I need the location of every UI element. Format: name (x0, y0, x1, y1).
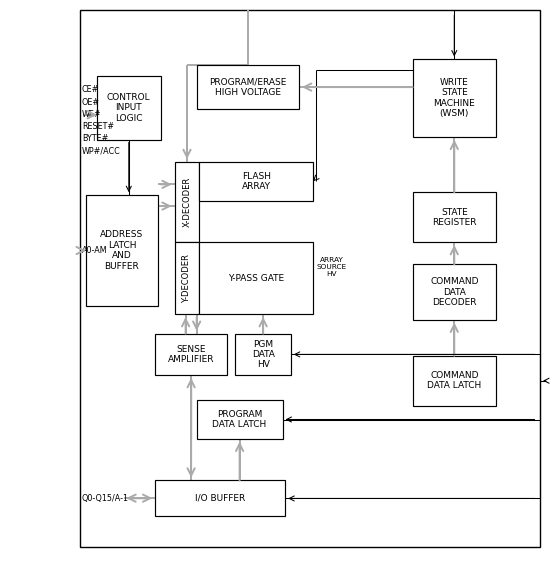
Bar (175, 162, 199, 242)
Text: PGM
DATA
HV: PGM DATA HV (252, 339, 275, 369)
Bar (413, 356, 496, 406)
Text: SENSE
AMPLIFIER: SENSE AMPLIFIER (168, 345, 214, 364)
Text: BYTE#: BYTE# (82, 134, 109, 143)
Text: COMMAND
DATA LATCH: COMMAND DATA LATCH (427, 371, 481, 391)
Bar (199, 242, 313, 314)
Text: OE#: OE# (82, 98, 100, 107)
Text: COMMAND
DATA
DECODER: COMMAND DATA DECODER (430, 277, 479, 307)
Bar (80, 10, 540, 547)
Bar (155, 481, 285, 516)
Text: CONTROL
INPUT
LOGIC: CONTROL INPUT LOGIC (107, 93, 151, 123)
Text: WP#/ACC: WP#/ACC (82, 146, 121, 155)
Text: PROGRAM
DATA LATCH: PROGRAM DATA LATCH (213, 410, 266, 429)
Bar (235, 334, 291, 375)
Text: Y-DECODER: Y-DECODER (182, 254, 192, 303)
Text: Q0-Q15/A-1: Q0-Q15/A-1 (82, 493, 129, 502)
Text: ADDRESS
LATCH
AND
BUFFER: ADDRESS LATCH AND BUFFER (100, 230, 143, 271)
Bar (197, 400, 283, 439)
Bar (155, 334, 227, 375)
Bar (413, 264, 496, 320)
Text: PROGRAM/ERASE
HIGH VOLTAGE: PROGRAM/ERASE HIGH VOLTAGE (209, 78, 286, 97)
Bar (413, 60, 496, 137)
Text: A0-AM: A0-AM (82, 246, 107, 255)
Text: Y-PASS GATE: Y-PASS GATE (228, 274, 284, 283)
Text: WE#: WE# (82, 110, 101, 119)
Bar (413, 192, 496, 242)
Text: WRITE
STATE
MACHINE
(WSM): WRITE STATE MACHINE (WSM) (433, 78, 475, 118)
Text: CE#: CE# (82, 85, 99, 94)
Text: ARRAY
SOURCE
HV: ARRAY SOURCE HV (317, 257, 347, 277)
Text: FLASH
ARRAY: FLASH ARRAY (242, 171, 271, 191)
Text: X-DECODER: X-DECODER (182, 177, 192, 227)
Bar (197, 65, 299, 109)
Text: RESET#: RESET# (82, 122, 114, 131)
Text: STATE
REGISTER: STATE REGISTER (432, 207, 476, 227)
Bar (97, 76, 161, 140)
Bar (86, 195, 158, 306)
Text: I/O BUFFER: I/O BUFFER (195, 494, 245, 503)
Bar (199, 162, 313, 201)
Bar (175, 242, 199, 314)
